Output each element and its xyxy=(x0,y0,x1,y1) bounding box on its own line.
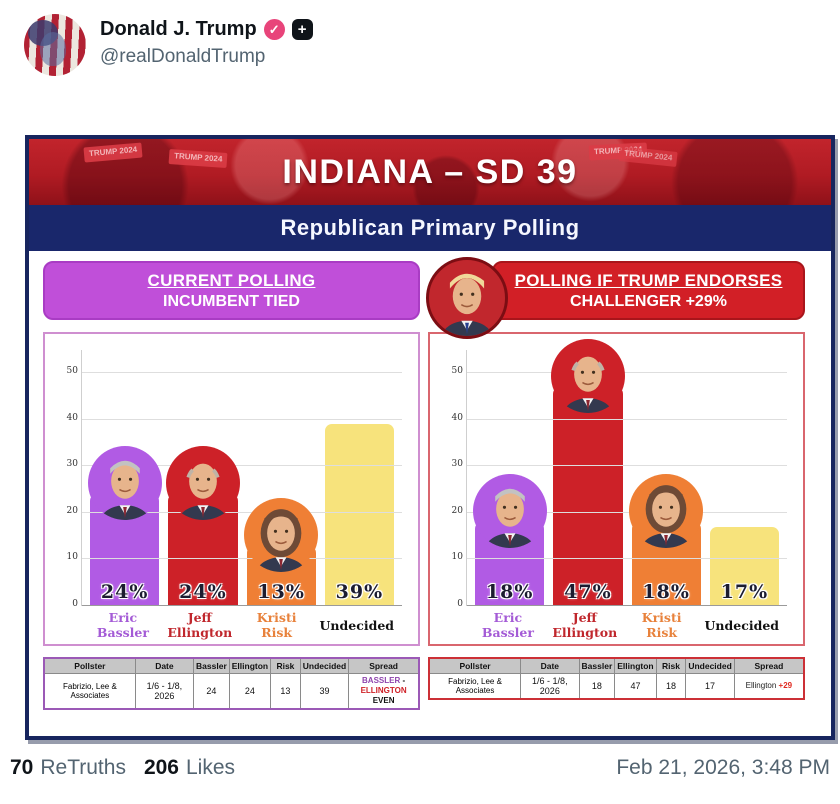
likes-count[interactable]: 206 Likes xyxy=(143,756,236,779)
trump-photo xyxy=(426,257,508,339)
col-ellington: Ellington xyxy=(228,657,272,674)
infographic-title: INDIANA – SD 39 xyxy=(282,153,578,191)
bar-value: 39% xyxy=(335,581,384,603)
bar-undecided: 17% xyxy=(709,350,779,606)
endorse-polling-chart: 18% 47% xyxy=(428,332,805,646)
col-undecided: Undecided xyxy=(685,657,735,674)
plot-area: 18% 47% xyxy=(452,339,787,609)
bar-risk: 13% xyxy=(244,350,319,606)
endorse-polling-subtitle: CHALLENGER +29% xyxy=(570,293,727,310)
current-polling-chart: 24% 24% xyxy=(43,332,420,646)
candidate-name-ellington: Jeff Ellington xyxy=(552,610,618,640)
col-bassler: Bassler xyxy=(193,657,230,674)
current-polling-subtitle: INCUMBENT TIED xyxy=(163,293,300,310)
bar-value: 18% xyxy=(642,581,690,603)
candidate-name-risk: Kristi Risk xyxy=(256,610,297,640)
bar-bassler: 18% xyxy=(472,350,547,606)
bar-value: 24% xyxy=(100,581,149,603)
endorse-polling-table: Pollster Date Bassler Ellington Risk Und… xyxy=(428,657,805,700)
bar-bassler: 24% xyxy=(87,350,162,606)
bar-value: 17% xyxy=(720,581,769,603)
current-polling-title: CURRENT POLLING xyxy=(147,271,316,290)
candidate-photo-ellington xyxy=(165,446,240,521)
col-pollster: Pollster xyxy=(428,657,522,674)
current-polling-table: Pollster Date Bassler Ellington Risk Und… xyxy=(43,657,420,710)
infographic-subtitle: Republican Primary Polling xyxy=(29,205,831,251)
col-risk: Risk xyxy=(270,657,301,674)
candidate-photo-risk xyxy=(629,474,704,549)
candidate-name-bassler: Eric Bassler xyxy=(481,610,534,640)
banner: TRUMP 2024 TRUMP 2024 TRUMP 2024 TRUMP 2… xyxy=(29,139,831,205)
col-undecided: Undecided xyxy=(299,657,350,674)
table-row: Fabrizio, Lee & Associates 1/6 - 1/8, 20… xyxy=(428,673,805,700)
bar-undecided: 39% xyxy=(324,350,394,606)
crowd-background xyxy=(29,139,831,205)
col-date: Date xyxy=(134,657,195,674)
current-polling-header: CURRENT POLLING INCUMBENT TIED xyxy=(43,261,420,320)
col-spread: Spread xyxy=(733,657,805,674)
post-header: Donald J. Trump ✓ + @realDonaldTrump xyxy=(0,0,840,86)
col-bassler: Bassler xyxy=(578,657,616,674)
verified-badge-icon: ✓ xyxy=(263,19,285,40)
plot-area: 24% 24% xyxy=(67,350,402,609)
spread-cell: BASSLER - ELLINGTON EVEN xyxy=(348,673,420,710)
col-spread: Spread xyxy=(348,657,420,674)
bar-value: 24% xyxy=(179,581,227,603)
candidate-photo-risk xyxy=(244,497,319,572)
author-handle[interactable]: @realDonaldTrump xyxy=(100,46,266,67)
candidate-photo-ellington xyxy=(550,339,625,414)
panel-current-polling: CURRENT POLLING INCUMBENT TIED 24% xyxy=(43,261,420,710)
bar-value: 18% xyxy=(485,581,534,603)
retruths-count[interactable]: 70 ReTruths xyxy=(10,756,126,779)
endorse-polling-header: POLLING IF TRUMP ENDORSES CHALLENGER +29… xyxy=(492,261,805,320)
col-date: Date xyxy=(520,657,580,674)
bar-ellington: 47% xyxy=(550,339,625,606)
endorse-polling-title: POLLING IF TRUMP ENDORSES xyxy=(514,271,783,290)
col-ellington: Ellington xyxy=(614,657,657,674)
bar-value: 13% xyxy=(257,581,305,603)
post-footer: 70 ReTruths 206 Likes Feb 21, 2026, 3:48… xyxy=(0,748,840,780)
col-pollster: Pollster xyxy=(43,657,136,674)
bar-ellington: 24% xyxy=(165,350,240,606)
col-risk: Risk xyxy=(655,657,687,674)
profile-avatar[interactable] xyxy=(24,14,86,76)
candidate-photo-bassler xyxy=(472,474,547,549)
bar-risk: 18% xyxy=(629,350,704,606)
table-row: Fabrizio, Lee & Associates 1/6 - 1/8, 20… xyxy=(43,673,420,710)
post-timestamp[interactable]: Feb 21, 2026, 3:48 PM xyxy=(616,756,830,779)
candidate-name-undecided: Undecided xyxy=(704,617,780,633)
candidate-name-ellington: Jeff Ellington xyxy=(167,610,233,640)
candidate-name-bassler: Eric Bassler xyxy=(96,610,149,640)
author-name[interactable]: Donald J. Trump xyxy=(100,18,257,40)
bar-value: 47% xyxy=(564,581,612,603)
post-media[interactable]: TRUMP 2024 TRUMP 2024 TRUMP 2024 TRUMP 2… xyxy=(25,135,835,740)
candidate-name-risk: Kristi Risk xyxy=(641,610,682,640)
candidate-name-undecided: Undecided xyxy=(319,617,395,633)
plus-badge-icon: + xyxy=(291,19,313,40)
candidate-photo-bassler xyxy=(87,446,162,521)
panel-trump-endorses: POLLING IF TRUMP ENDORSES CHALLENGER +29… xyxy=(426,257,805,710)
spread-cell: Ellington +29 xyxy=(733,673,805,700)
